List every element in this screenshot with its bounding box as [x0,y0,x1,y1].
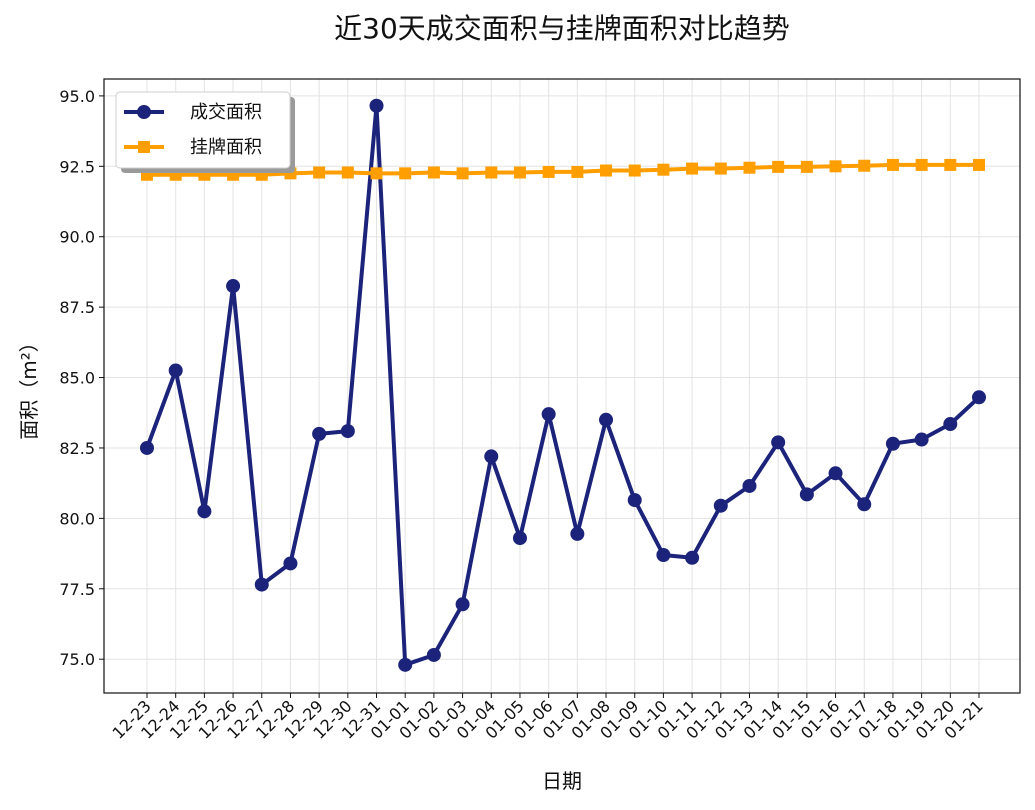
data-point-series-2 [313,166,326,179]
series-line-1 [145,103,981,667]
data-point-series-2 [686,162,699,175]
y-tick-label: 90.0 [59,228,95,247]
data-point-series-1 [197,504,212,519]
data-point-series-2 [772,160,785,173]
data-point-series-2 [513,166,526,179]
data-point-series-1 [312,426,327,441]
data-point-series-1 [340,424,355,439]
data-point-series-1 [828,466,843,481]
data-point-series-2 [743,161,756,174]
legend-marker-series-2 [138,141,150,153]
y-tick-label: 75.0 [59,650,95,669]
data-point-series-1 [599,412,614,427]
data-point-series-1 [972,390,986,405]
data-point-series-2 [886,158,899,171]
legend: 成交面积 挂牌面积 [115,91,295,173]
series-layer [140,98,986,672]
data-point-series-2 [542,165,555,178]
y-tick-label: 95.0 [59,87,95,106]
legend-label-series-1: 成交面积 [190,102,262,123]
data-point-series-2 [829,160,842,173]
data-point-series-2 [800,160,813,173]
data-point-series-1 [484,449,499,464]
data-point-series-2 [973,158,985,171]
y-tick-label: 92.5 [59,157,95,176]
data-point-series-1 [398,657,413,672]
data-point-series-1 [570,526,585,541]
y-tick-label: 82.5 [59,439,95,458]
data-point-series-2 [456,167,469,180]
data-point-series-1 [455,597,470,612]
y-tick-label: 80.0 [59,509,95,528]
data-point-series-1 [226,279,241,294]
data-point-series-1 [771,435,786,450]
data-point-series-1 [656,547,671,562]
data-point-series-2 [571,165,584,178]
data-point-series-2 [628,164,641,177]
data-point-series-1 [742,478,757,493]
data-point-series-2 [255,168,268,181]
data-point-series-1 [254,577,269,592]
data-point-series-1 [541,407,556,422]
data-point-series-1 [799,487,814,502]
data-point-series-1 [140,440,154,455]
data-point-series-1 [914,432,929,447]
plot-area [103,78,1021,694]
data-point-series-1 [426,647,441,662]
chart-title: 近30天成交面积与挂牌面积对比趋势 [334,12,790,45]
y-axis: 75.0 77.5 80.0 82.5 85.0 87.5 90.0 92.5 95.0 [59,87,104,669]
data-point-series-2 [600,164,613,177]
data-point-series-1 [369,98,384,113]
data-point-series-2 [341,166,354,179]
data-point-series-2 [399,167,412,180]
data-point-series-2 [427,166,440,179]
y-axis-label: 面积（m²） [17,332,41,440]
data-point-series-2 [657,163,670,176]
data-point-series-1 [713,498,728,513]
y-tick-label: 77.5 [59,580,95,599]
data-point-series-1 [512,531,527,546]
data-point-series-2 [370,167,383,180]
data-point-series-1 [168,363,183,378]
x-axis-label: 日期 [542,769,582,793]
data-point-series-1 [885,436,900,451]
legend-label-series-2: 挂牌面积 [190,137,262,158]
data-point-series-2 [944,158,957,171]
data-point-series-1 [283,556,298,571]
data-point-series-1 [627,493,642,508]
x-axis: 12-2312-2412-2512-2612-2712-2812-2912-30… [109,693,987,743]
data-point-series-1 [943,417,958,432]
data-point-series-2 [485,166,498,179]
data-point-series-1 [685,550,700,565]
data-point-series-2 [915,158,928,171]
y-tick-label: 87.5 [59,298,95,317]
data-point-series-2 [714,162,727,175]
data-point-series-1 [857,497,872,512]
y-tick-label: 85.0 [59,369,95,388]
data-point-series-2 [858,159,871,172]
legend-marker-series-1 [137,105,151,119]
